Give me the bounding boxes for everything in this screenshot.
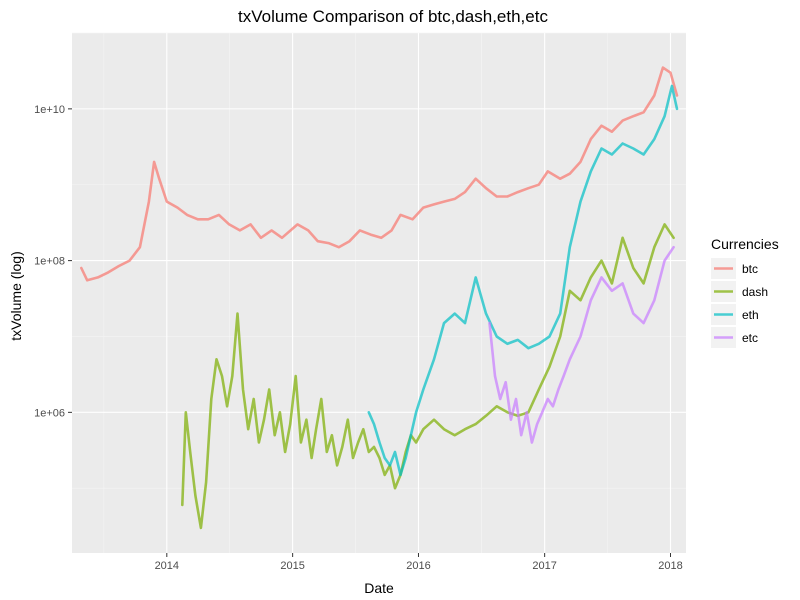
x-tick-label: 2016 [406, 560, 430, 572]
series-line-dash [181, 223, 675, 530]
y-tick-label: 1e+10 [34, 104, 65, 116]
y-tick-label: 1e+06 [34, 407, 65, 419]
legend: Currencies btc dash eth etc [711, 236, 779, 348]
legend-label: etc [742, 331, 758, 345]
legend-label: dash [742, 285, 768, 299]
axes: 2014 2015 2016 2017 2018 1e+06 1e+08 1e+10 [34, 104, 683, 572]
legend-item-btc: btc [711, 258, 758, 279]
x-tick-label: 2018 [658, 560, 682, 572]
legend-item-dash: dash [711, 281, 768, 302]
x-tick-label: 2014 [155, 560, 179, 572]
series-line-eth [367, 84, 679, 477]
legend-item-etc: etc [711, 327, 758, 348]
x-tick-label: 2017 [532, 560, 556, 572]
series-line-btc [80, 66, 679, 282]
legend-label: eth [742, 308, 759, 322]
y-axis-title: txVolume (log) [8, 251, 24, 340]
x-axis-title: Date [364, 580, 394, 596]
x-tick-label: 2015 [280, 560, 304, 572]
legend-title: Currencies [711, 236, 779, 252]
y-tick-label: 1e+08 [34, 256, 65, 268]
series-layer [80, 66, 679, 530]
chart-title: txVolume Comparison of btc,dash,eth,etc [238, 7, 548, 26]
series-line-etc [488, 245, 675, 444]
legend-item-eth: eth [711, 304, 759, 325]
legend-label: btc [742, 262, 758, 276]
